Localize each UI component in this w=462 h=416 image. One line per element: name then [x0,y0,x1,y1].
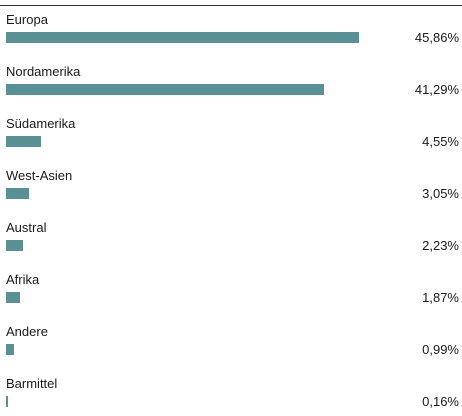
bar-chart: Europa 45,86% Nordamerika 41,29% Südamerika 4… [0,5,462,409]
bar-row: Andere 0,99% [0,324,462,364]
bar [6,292,20,303]
category-label: Nordamerika [6,64,81,79]
value-label: 0,16% [422,394,459,409]
bar [6,396,8,407]
bar-row: Nordamerika 41,29% [0,64,462,104]
bar-row: Europa 45,86% [0,12,462,52]
bar-row: Austral 2,23% [0,220,462,260]
bar [6,240,23,251]
bar [6,136,41,147]
bar [6,84,324,95]
value-label: 0,99% [422,342,459,357]
bar-row: West-Asien 3,05% [0,168,462,208]
value-label: 2,23% [422,238,459,253]
bar-row: Barmittel 0,16% [0,376,462,416]
bar [6,32,359,43]
value-label: 1,87% [422,290,459,305]
bar [6,188,29,199]
category-label: Austral [6,220,47,235]
value-label: 45,86% [414,30,459,45]
category-label: West-Asien [6,168,73,183]
value-label: 4,55% [422,134,459,149]
category-label: Barmittel [6,376,58,391]
category-label: Andere [6,324,48,339]
value-label: 41,29% [414,82,459,97]
bar [6,344,14,355]
top-rule [0,5,462,6]
bar-row: Afrika 1,87% [0,272,462,312]
bar-row: Südamerika 4,55% [0,116,462,156]
value-label: 3,05% [422,186,459,201]
category-label: Südamerika [6,116,76,131]
category-label: Afrika [6,272,40,287]
category-label: Europa [6,12,48,27]
